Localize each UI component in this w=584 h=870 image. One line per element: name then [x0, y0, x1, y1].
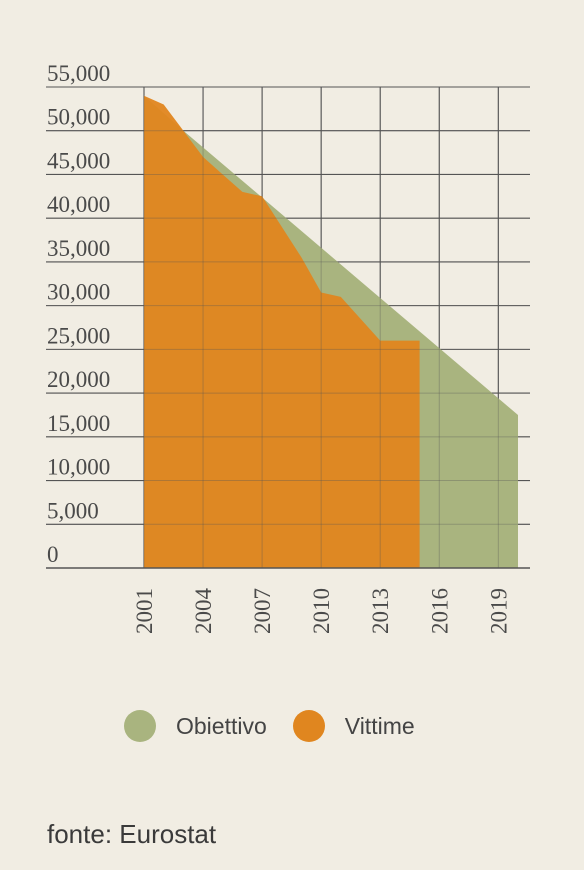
y-tick-label: 15,000: [47, 411, 110, 436]
source-note: fonte: Eurostat: [47, 819, 217, 849]
y-tick-label: 35,000: [47, 236, 110, 261]
x-tick-label: 2001: [132, 588, 157, 634]
x-tick-label: 2013: [368, 588, 393, 634]
legend-item-vittime: Vittime: [292, 710, 415, 742]
legend-swatch-obiettivo: [124, 710, 156, 742]
y-tick-label: 5,000: [47, 498, 99, 523]
plot-area: [46, 86, 530, 569]
y-tick-label: 0: [47, 542, 59, 567]
area-vittime: [144, 95, 420, 568]
x-tick-label: 2010: [309, 588, 334, 634]
y-tick-label: 50,000: [47, 105, 110, 130]
y-tick-label: 45,000: [47, 148, 110, 173]
legend-item-obiettivo: Obiettivo: [124, 710, 267, 742]
y-tick-label: 30,000: [47, 280, 110, 305]
legend-swatch-vittime: [292, 710, 325, 742]
legend: Obiettivo Vittime: [124, 710, 441, 742]
x-axis-ticks: 2001 2004 2007 2010 2013 2016 2019: [132, 588, 511, 635]
x-tick-label: 2016: [427, 588, 452, 634]
area-chart: 0 5,000 10,000 15,000 20,000 25,000 30,000 35,0…: [46, 61, 530, 635]
y-tick-label: 40,000: [47, 192, 110, 217]
x-tick-label: 2019: [486, 588, 511, 634]
x-tick-label: 2007: [250, 588, 275, 634]
y-tick-label: 10,000: [47, 455, 110, 480]
y-tick-label: 55,000: [47, 61, 110, 86]
x-tick-label: 2004: [191, 588, 216, 635]
legend-label-obiettivo: Obiettivo: [176, 712, 267, 739]
legend-label-vittime: Vittime: [344, 712, 415, 739]
y-tick-label: 20,000: [47, 367, 110, 392]
y-axis-ticks: 0 5,000 10,000 15,000 20,000 25,000 30,000 35,0…: [47, 61, 110, 567]
y-tick-label: 25,000: [47, 323, 110, 348]
